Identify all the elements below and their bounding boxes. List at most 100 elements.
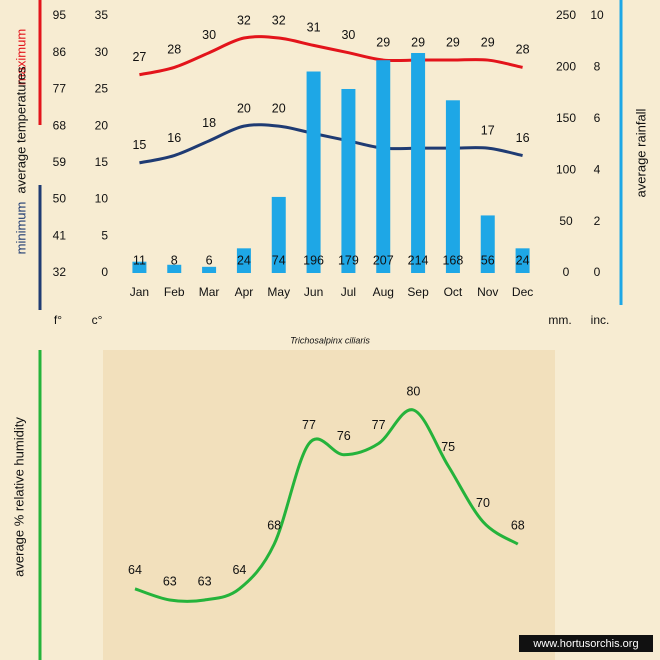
bar-value-label: 196 (303, 253, 324, 267)
tick-label: 5 (101, 228, 108, 242)
watermark-box (519, 635, 653, 652)
tick-label: 150 (556, 111, 576, 125)
tick-label: 68 (53, 118, 67, 132)
humidity-label: average % relative humidity (11, 417, 26, 577)
tick-label: 41 (53, 228, 67, 242)
x-tick-label: Apr (235, 285, 254, 299)
bar (202, 266, 217, 273)
x-tick-label: Sep (407, 285, 429, 299)
tick-label: 2 (594, 214, 601, 228)
value-label: 77 (372, 418, 386, 432)
x-tick-label: Nov (477, 285, 498, 299)
value-label: 77 (302, 418, 316, 432)
x-tick-label: Jul (341, 285, 356, 299)
value-label: 76 (337, 429, 351, 443)
value-label: 17 (481, 123, 495, 137)
tick-label: 25 (95, 82, 109, 96)
tick-label: 32 (53, 265, 67, 279)
bar (306, 71, 321, 274)
tick-label: 35 (95, 8, 109, 22)
bar-value-label: 74 (272, 253, 286, 267)
bar (515, 248, 530, 273)
line (139, 35, 523, 77)
tick-label: 0 (101, 265, 108, 279)
bar (411, 53, 426, 274)
tick-label: 6 (594, 111, 601, 125)
c-unit: c° (92, 313, 103, 327)
bar-value-label: 168 (442, 253, 463, 267)
tick-label: 30 (95, 45, 109, 59)
value-label: 63 (198, 574, 212, 588)
tick-label: 8 (594, 60, 601, 74)
y2-label: average rainfall (633, 108, 648, 197)
x-tick-label: Dec (512, 285, 533, 299)
bar-value-label: 207 (373, 253, 394, 267)
value-label: 29 (446, 35, 460, 49)
bar (341, 88, 356, 273)
value-label: 28 (167, 43, 181, 57)
x-tick-label: Aug (373, 285, 394, 299)
tick-label: 10 (590, 8, 604, 22)
line (139, 123, 523, 165)
value-label: 30 (341, 28, 355, 42)
tick-label: 100 (556, 162, 576, 176)
tick-label: 10 (95, 192, 109, 206)
value-label: 32 (272, 13, 286, 27)
bar (236, 248, 251, 273)
min-label: minimum (13, 202, 28, 255)
bar (271, 196, 286, 273)
tick-label: 0 (594, 265, 601, 279)
bar-value-label: 179 (338, 253, 359, 267)
x-tick-label: Oct (444, 285, 463, 299)
x-tick-label: May (267, 285, 290, 299)
bar (132, 261, 147, 273)
value-label: 29 (481, 35, 495, 49)
bar-value-label: 11 (133, 253, 146, 267)
value-label: 68 (511, 518, 525, 532)
value-label: 15 (132, 138, 146, 152)
value-label: 64 (232, 563, 246, 577)
max-label: maximum (13, 29, 28, 85)
bar-value-label: 24 (516, 253, 530, 267)
tick-label: 0 (563, 265, 570, 279)
line (134, 408, 519, 603)
bar-value-label: 214 (408, 253, 429, 267)
bar-value-label: 56 (481, 253, 495, 267)
y-label: average temperatures (13, 66, 28, 194)
x-tick-label: Jan (130, 285, 149, 299)
bar-value-label: 8 (171, 253, 178, 267)
tick-label: 95 (53, 8, 67, 22)
tick-label: 59 (53, 155, 67, 169)
bar (167, 264, 182, 273)
f-unit: f° (54, 313, 62, 327)
bar (480, 215, 495, 273)
mm-unit: mm. (548, 313, 571, 327)
bar-value-label: 24 (237, 253, 251, 267)
value-label: 64 (128, 563, 142, 577)
tick-label: 50 (559, 214, 573, 228)
tick-label: 4 (594, 162, 601, 176)
value-label: 28 (516, 43, 530, 57)
value-label: 63 (163, 574, 177, 588)
watermark: www.hortusorchis.org (532, 638, 638, 650)
value-label: 29 (376, 35, 390, 49)
value-label: 30 (202, 28, 216, 42)
tick-label: 250 (556, 8, 576, 22)
tick-label: 50 (53, 192, 67, 206)
value-label: 70 (476, 496, 490, 510)
tick-label: 200 (556, 60, 576, 74)
x-tick-label: Jun (304, 285, 323, 299)
caption: Trichosalpinx ciliaris (290, 335, 370, 345)
tick-label: 86 (53, 45, 67, 59)
bar (376, 60, 391, 274)
in-unit: inc. (591, 313, 610, 327)
value-label: 18 (202, 116, 216, 130)
value-label: 29 (411, 35, 425, 49)
value-label: 20 (237, 101, 251, 115)
humidity-panel (103, 350, 555, 660)
value-label: 16 (167, 131, 181, 145)
value-label: 32 (237, 13, 251, 27)
x-tick-label: Mar (199, 285, 220, 299)
tick-label: 77 (53, 82, 67, 96)
